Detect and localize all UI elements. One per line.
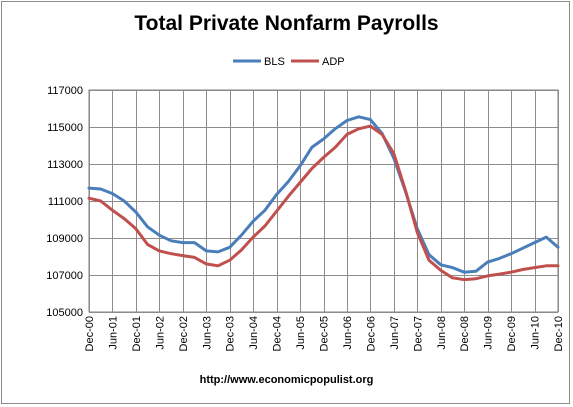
series-line-bls <box>87 115 560 274</box>
x-tick-label: Jun-03 <box>201 316 213 350</box>
x-tick-label: Dec-09 <box>506 316 518 351</box>
legend: BLS ADP <box>233 56 345 68</box>
x-tick-label: Dec-08 <box>459 316 471 351</box>
x-tick-label: Dec-00 <box>84 316 96 351</box>
chart-title: Total Private Nonfarm Payrolls <box>134 12 439 35</box>
x-axis: Dec-00 Jun-01 Dec-01 Jun-02 Dec-02 Jun-03 Dec-… <box>84 316 565 351</box>
x-tick-label: Jun-04 <box>248 316 260 350</box>
x-tick-label: Jun-05 <box>295 316 307 350</box>
x-tick-label: Dec-10 <box>553 316 565 351</box>
y-tick-label: 115000 <box>47 122 83 134</box>
y-tick-label: 111000 <box>48 196 83 208</box>
x-tick: Dec-06 <box>365 316 377 351</box>
x-tick-label: Jun-10 <box>530 316 542 350</box>
x-tick: Dec-01 <box>131 316 143 351</box>
legend-item-adp: ADP <box>291 56 345 68</box>
x-tick: Jun-09 <box>483 316 495 350</box>
x-tick-label: Dec-05 <box>319 316 331 351</box>
x-tick: Dec-00 <box>84 316 96 351</box>
x-tick-label: Dec-01 <box>131 316 143 351</box>
x-tick: Dec-10 <box>553 316 565 351</box>
y-axis: 105000 107000 109000 111000 113000 115000 1170… <box>46 85 83 319</box>
source-url: http://www.economicpopulist.org <box>199 374 374 386</box>
y-tick-label: 109000 <box>46 233 83 245</box>
y-tick-label: 113000 <box>47 159 83 171</box>
series-line-adp <box>87 124 560 282</box>
x-tick-label: Jun-01 <box>107 316 119 350</box>
x-tick: Jun-06 <box>342 316 354 350</box>
y-tick-label: 105000 <box>46 307 83 319</box>
y-tick-label: 107000 <box>46 270 83 282</box>
x-tick-label: Jun-08 <box>436 316 448 350</box>
legend-item-bls: BLS <box>233 56 285 68</box>
x-tick-label: Dec-03 <box>225 316 237 351</box>
x-tick-label: Dec-02 <box>178 316 190 351</box>
x-tick-label: Dec-04 <box>272 316 284 351</box>
x-tick: Jun-01 <box>107 316 119 350</box>
x-tick-label: Jun-07 <box>389 316 401 350</box>
series-group <box>87 115 560 282</box>
x-tick-label: Jun-02 <box>154 316 166 350</box>
x-tick-label: Dec-06 <box>365 316 377 351</box>
x-tick: Dec-03 <box>225 316 237 351</box>
x-tick: Jun-02 <box>154 316 166 350</box>
x-tick: Jun-10 <box>530 316 542 350</box>
x-tick: Jun-03 <box>201 316 213 350</box>
x-tick: Dec-04 <box>272 316 284 351</box>
y-tick-label: 117000 <box>47 85 83 97</box>
legend-label: BLS <box>264 56 285 68</box>
x-tick: Jun-08 <box>436 316 448 350</box>
x-tick-label: Jun-06 <box>342 316 354 350</box>
x-tick: Dec-05 <box>319 316 331 351</box>
x-tick: Dec-07 <box>412 316 424 351</box>
x-tick: Dec-08 <box>459 316 471 351</box>
x-tick: Jun-07 <box>389 316 401 350</box>
x-tick: Jun-05 <box>295 316 307 350</box>
x-tick: Dec-02 <box>178 316 190 351</box>
legend-label: ADP <box>322 56 345 68</box>
x-tick: Dec-09 <box>506 316 518 351</box>
gridlines <box>89 90 559 313</box>
x-tick: Jun-04 <box>248 316 260 350</box>
x-tick-label: Dec-07 <box>412 316 424 351</box>
x-tick-label: Jun-09 <box>483 316 495 350</box>
